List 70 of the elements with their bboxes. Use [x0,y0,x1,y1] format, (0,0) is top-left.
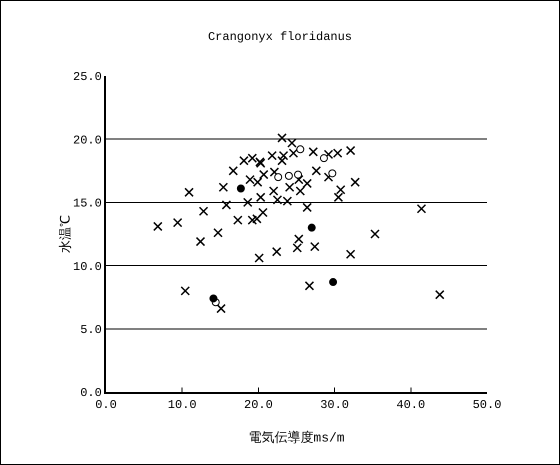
x-tick-label: 30.0 [320,398,350,412]
point [228,166,238,176]
point [334,192,344,202]
point [268,186,278,196]
point [209,294,218,302]
point [296,186,306,196]
point [435,290,445,300]
y-tick-label: 20.0 [73,133,102,148]
point [258,170,268,180]
y-tick-label: 0.0 [80,386,102,400]
point [310,242,320,252]
y-tick-label: 25.0 [73,70,102,84]
point [236,184,245,192]
point [242,198,252,208]
point [294,234,304,244]
point [336,185,346,195]
x-tick-label: 40.0 [396,398,426,412]
point [296,145,304,154]
point [324,172,334,182]
y-tick-label: 10.0 [73,260,102,274]
point [213,228,223,238]
x-tick-label: 10.0 [168,398,197,412]
chart-title: Crangonyx floridanus [208,30,352,44]
point [302,178,312,188]
point [320,154,328,162]
point [284,172,293,180]
x-axis-title: 電気伝導度ms/m [248,430,345,446]
point [270,167,280,177]
point [233,215,243,225]
point [256,192,266,202]
point [346,146,356,156]
x-tick-label: 20.0 [244,398,273,412]
point [196,236,206,246]
point [292,243,302,253]
point [370,229,380,239]
point [153,222,163,232]
point [328,169,336,178]
y-axis-title: 水温℃ [58,215,74,253]
point [308,147,318,157]
point [198,206,208,216]
point [312,166,322,176]
point [350,177,360,187]
point [302,202,312,212]
point [172,218,182,228]
point [294,170,302,179]
point [272,246,282,256]
point [294,174,304,184]
point [252,214,262,224]
point [284,182,294,192]
point [308,224,316,232]
y-tick-label: 15.0 [73,196,102,211]
point [274,173,282,182]
point [277,156,287,166]
point [277,133,287,143]
x-tick-label: 50.0 [472,398,502,412]
point [287,138,297,148]
point [180,286,190,296]
point [416,204,426,214]
point [184,188,194,198]
point [218,182,228,192]
point [216,304,226,314]
point [258,208,268,218]
y-tick-label: 5.0 [80,323,102,337]
point [329,278,338,286]
point [346,249,356,259]
point [304,281,314,291]
x-tick-label: 0.0 [95,398,117,412]
point [248,215,258,225]
point [222,200,232,210]
point [254,253,264,263]
